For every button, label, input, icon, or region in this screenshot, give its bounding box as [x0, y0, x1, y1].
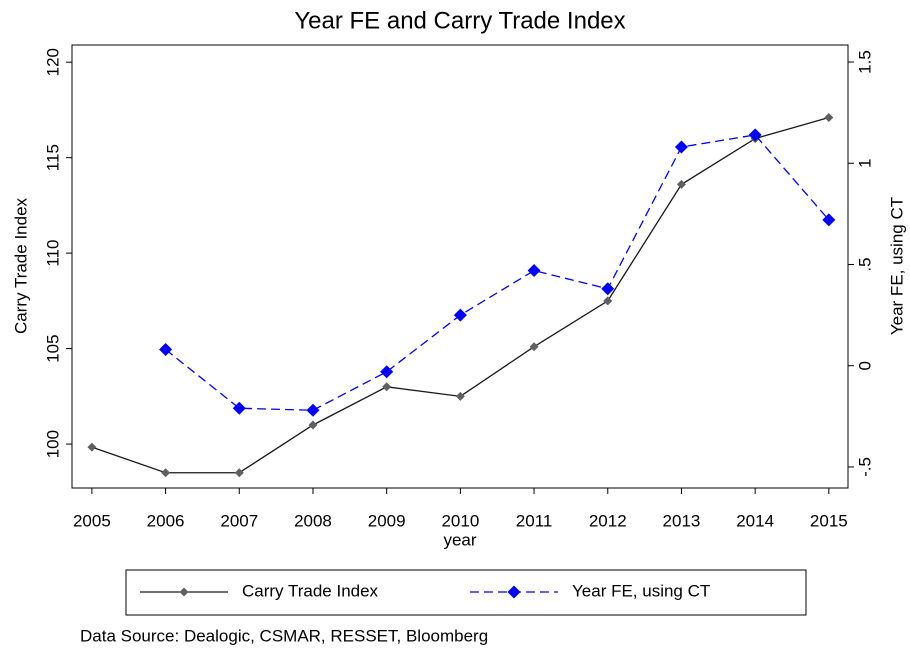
source-note: Data Source: Dealogic, CSMAR, RESSET, Bl… — [80, 626, 488, 645]
y2-axis-label: Year FE, using CT — [887, 197, 906, 335]
legend-label: Year FE, using CT — [572, 581, 710, 600]
series-marker — [159, 343, 173, 357]
series-marker — [603, 296, 613, 306]
x-axis-label: year — [443, 530, 476, 549]
legend-marker — [507, 585, 521, 599]
legend-label: Carry Trade Index — [242, 581, 379, 600]
series-marker — [822, 213, 836, 227]
series-marker — [382, 382, 392, 392]
series-marker — [87, 442, 97, 452]
series-marker — [234, 468, 244, 478]
y-tick-label: 120 — [43, 48, 62, 76]
x-tick-label: 2008 — [294, 511, 332, 530]
y-axis-label: Carry Trade Index — [11, 197, 30, 334]
series-marker — [453, 308, 467, 322]
x-tick-label: 2011 — [516, 511, 553, 530]
y-tick-label: 100 — [43, 430, 62, 458]
series-marker — [601, 282, 615, 296]
series-marker — [674, 140, 688, 154]
chart-title: Year FE and Carry Trade Index — [294, 7, 625, 34]
series-marker — [306, 403, 320, 417]
y-tick-label: 115 — [43, 144, 62, 171]
x-tick-label: 2007 — [220, 511, 258, 530]
y2-tick-label: 0 — [855, 361, 874, 370]
y-tick-label: 110 — [43, 240, 62, 267]
y2-tick-label: 1 — [855, 159, 874, 168]
series-marker — [676, 179, 686, 189]
x-tick-label: 2013 — [663, 511, 701, 530]
series-marker — [232, 401, 246, 415]
series-marker — [455, 391, 465, 401]
x-tick-label: 2014 — [736, 511, 774, 530]
x-tick-label: 2010 — [441, 511, 479, 530]
series-marker — [161, 468, 171, 478]
series-marker — [529, 342, 539, 352]
series-marker — [527, 264, 541, 278]
legend-marker — [179, 587, 189, 597]
series-marker — [380, 365, 394, 379]
legend-box — [125, 569, 807, 616]
series-line — [165, 134, 830, 411]
y-tick-label: 105 — [43, 334, 62, 362]
x-tick-label: 2009 — [368, 511, 406, 530]
x-tick-label: 2006 — [147, 511, 185, 530]
x-tick-label: 2015 — [810, 511, 848, 530]
x-tick-label: 2012 — [589, 511, 627, 530]
x-tick-label: 2005 — [73, 511, 111, 530]
series-marker — [748, 128, 762, 142]
y2-tick-label: -.5 — [855, 457, 874, 477]
series-marker — [308, 420, 318, 430]
y2-tick-label: 1.5 — [855, 50, 874, 74]
y2-tick-label: .5 — [855, 257, 874, 271]
series-marker — [824, 113, 834, 123]
